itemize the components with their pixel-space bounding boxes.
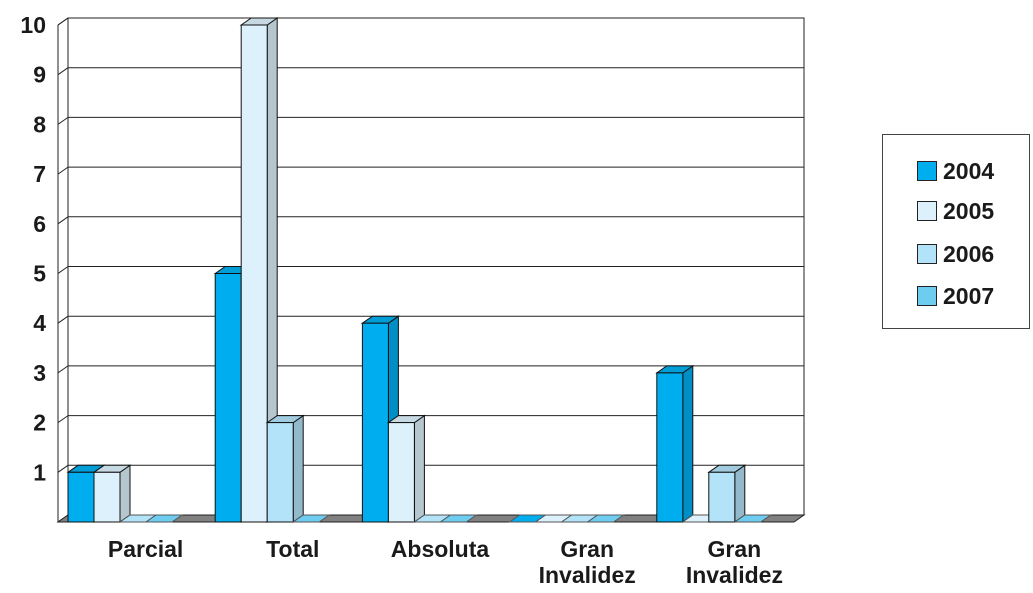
x-category-label: Gran Invalidez <box>686 536 783 588</box>
legend-swatch-2006 <box>917 244 937 264</box>
bar-front-face <box>67 471 95 523</box>
y-tick-labels: 1 2 3 4 5 6 7 8 9 10 <box>20 12 46 485</box>
bar-2005-1 <box>92 464 132 523</box>
bar-front-face <box>240 24 268 523</box>
bar-front-face <box>93 471 121 523</box>
bars-layer <box>66 17 773 523</box>
bar-side-face <box>734 464 746 523</box>
bar-2004-5 <box>655 364 695 523</box>
bar-2005-3 <box>386 414 426 523</box>
gridline-side <box>57 365 69 374</box>
legend-swatch-2005 <box>917 201 937 221</box>
legend: 2004 2005 2006 2007 <box>882 134 1030 329</box>
gridline-side <box>57 266 69 274</box>
legend-swatch-2007 <box>917 286 937 306</box>
bar-2006-5 <box>707 464 747 523</box>
bar-2005-2 <box>239 17 279 523</box>
axis-layer <box>57 17 69 522</box>
bar-front-face <box>266 422 294 523</box>
bar-front-face <box>214 273 242 523</box>
y-tick-label: 10 <box>20 12 46 38</box>
gridline-side <box>57 315 69 324</box>
bar-2007-3 <box>438 514 478 523</box>
x-category-label: Absoluta <box>391 536 490 562</box>
bar-front-face <box>361 322 389 523</box>
legend-item-2004: 2004 <box>917 158 994 184</box>
bar-side-face <box>292 414 304 523</box>
gridline-side <box>57 216 69 225</box>
bar-2007-2 <box>291 514 331 523</box>
bar-side-face <box>682 364 694 523</box>
y-tick-label: 8 <box>33 111 46 137</box>
legend-item-2005: 2005 <box>917 198 994 224</box>
y-tick-label: 3 <box>33 360 46 386</box>
bar-zero-tile <box>586 514 626 523</box>
bar-side-face <box>413 414 425 523</box>
bar-2006-2 <box>265 414 305 523</box>
y-tick-label: 4 <box>33 310 46 336</box>
bar-zero-tile <box>733 514 773 523</box>
bar-side-face <box>119 464 131 523</box>
legend-item-2007: 2007 <box>917 283 994 309</box>
x-category-label: Total <box>266 536 319 562</box>
bar-front-face <box>656 372 684 523</box>
legend-item-2006: 2006 <box>917 241 994 267</box>
y-axis-top-edge <box>57 17 69 26</box>
y-tick-label: 1 <box>33 459 46 485</box>
y-tick-label: 5 <box>33 261 46 287</box>
x-category-label: Gran Invalidez <box>539 536 636 588</box>
bar-zero-tile <box>144 514 184 523</box>
gridline-side <box>57 166 69 175</box>
gridline-side <box>57 464 69 473</box>
legend-label-2005: 2005 <box>943 197 995 224</box>
legend-swatch-2004 <box>917 161 937 181</box>
y-tick-label: 6 <box>33 211 46 237</box>
gridline-side <box>57 116 69 125</box>
y-tick-label: 2 <box>33 410 46 436</box>
bar-2007-1 <box>144 514 184 523</box>
bar-2007-4 <box>586 514 626 523</box>
x-category-label: Parcial <box>108 536 183 562</box>
x-category-labels: Parcial Total Absoluta Gran Invalidez Gran Inv… <box>108 536 783 588</box>
bar-front-face <box>387 422 415 523</box>
bar-front-face <box>708 471 736 523</box>
bar-zero-tile <box>438 514 478 523</box>
bar-2007-5 <box>733 514 773 523</box>
bar-zero-tile <box>291 514 331 523</box>
gridline-side <box>57 67 69 76</box>
legend-label-2007: 2007 <box>943 282 995 309</box>
y-tick-label: 9 <box>33 62 46 88</box>
gridline-side <box>57 415 69 424</box>
legend-label-2006: 2006 <box>943 240 995 267</box>
y-tick-label: 7 <box>33 161 46 187</box>
legend-label-2004: 2004 <box>943 157 995 184</box>
